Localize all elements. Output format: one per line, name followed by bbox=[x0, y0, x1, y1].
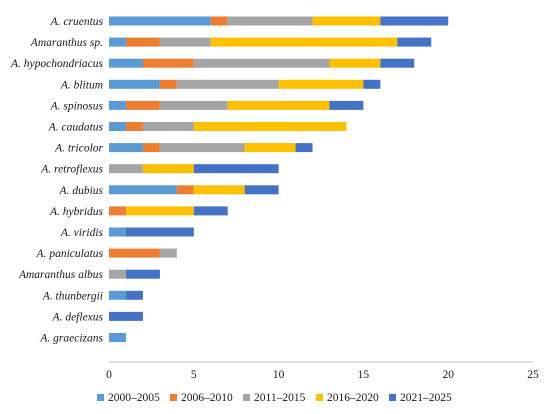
bar-segment-a-hypochondriacus-series-5 bbox=[380, 58, 415, 68]
bar-segment-a-viridis-series-1 bbox=[109, 227, 126, 237]
bar-segment-a-deflexus-series-5 bbox=[109, 311, 143, 321]
category-label-a-viridis: A. viridis bbox=[60, 227, 104, 239]
bar-segment-a-hypochondriacus-series-3 bbox=[193, 58, 330, 68]
bar-segment-a-spinosus-series-1 bbox=[109, 100, 126, 110]
bar-segment-a-retroflexus-series-5 bbox=[193, 164, 279, 174]
bar-segment-a-cruentus-series-4 bbox=[312, 16, 381, 26]
bar-segment-a-dubius-series-1 bbox=[109, 185, 177, 195]
bar-segment-a-tricolor-series-4 bbox=[244, 143, 296, 153]
legend-label-series-2: 2006–2010 bbox=[181, 392, 233, 404]
bar-segment-a-caudatus-series-2 bbox=[125, 122, 143, 131]
bar-segment-a-blitum-series-2 bbox=[159, 79, 177, 89]
bar-segment-amaranthus-sp-series-2 bbox=[125, 37, 160, 47]
legend-swatch-series-4 bbox=[316, 394, 323, 401]
bar-segment-a-tricolor-series-2 bbox=[142, 143, 160, 153]
bar-segment-a-blitum-series-5 bbox=[363, 79, 381, 89]
bar-segment-a-caudatus-series-1 bbox=[109, 122, 126, 131]
bar-segment-a-retroflexus-series-4 bbox=[142, 164, 194, 174]
bar-segment-a-blitum-series-4 bbox=[278, 79, 364, 89]
category-label-a-paniculatus: A. paniculatus bbox=[36, 248, 104, 260]
category-label-a-graecizans: A. graecizans bbox=[39, 333, 103, 345]
bar-segment-a-thunbergii-series-5 bbox=[125, 290, 143, 300]
bar-segment-a-spinosus-series-4 bbox=[227, 100, 330, 110]
category-label-amaranthus-albus: Amaranthus albus bbox=[18, 269, 104, 281]
bar-segment-amaranthus-sp-series-3 bbox=[159, 37, 211, 47]
bar-segment-a-retroflexus-series-3 bbox=[109, 164, 143, 174]
category-label-a-cruentus: A. cruentus bbox=[50, 16, 104, 28]
x-tick-label-20: 20 bbox=[442, 369, 454, 381]
bar-segment-a-graecizans-series-1 bbox=[109, 333, 126, 342]
bar-segment-a-dubius-series-2 bbox=[176, 185, 194, 195]
bar-segment-amaranthus-albus-series-3 bbox=[109, 269, 126, 279]
bar-segment-amaranthus-sp-series-4 bbox=[210, 37, 398, 47]
bar-segment-a-thunbergii-series-1 bbox=[109, 290, 126, 300]
bars-group bbox=[109, 16, 449, 342]
bar-segment-a-tricolor-series-1 bbox=[109, 143, 143, 153]
bar-segment-a-hypochondriacus-series-2 bbox=[142, 58, 194, 68]
legend: 2000–2005 2006–2010 2011–2015 2016–2020 2021… bbox=[97, 392, 452, 404]
bar-segment-a-cruentus-series-5 bbox=[380, 16, 449, 26]
category-label-a-blitum: A. blitum bbox=[60, 79, 103, 91]
bar-segment-a-viridis-series-5 bbox=[125, 227, 194, 237]
bar-segment-a-spinosus-series-3 bbox=[159, 100, 228, 110]
legend-swatch-series-2 bbox=[170, 394, 177, 401]
bar-segment-a-blitum-series-3 bbox=[176, 79, 279, 89]
category-label-a-caudatus: A. caudatus bbox=[48, 122, 104, 134]
legend-label-series-4: 2016–2020 bbox=[327, 392, 379, 404]
bar-segment-a-cruentus-series-2 bbox=[210, 16, 228, 26]
legend-swatch-series-3 bbox=[243, 394, 250, 401]
bar-segment-a-paniculatus-series-2 bbox=[109, 248, 160, 258]
bar-segment-a-tricolor-series-5 bbox=[295, 143, 313, 153]
category-label-a-spinosus: A. spinosus bbox=[50, 100, 104, 112]
bar-segment-a-blitum-series-1 bbox=[109, 79, 160, 89]
x-tick-label-0: 0 bbox=[106, 369, 112, 381]
x-tick-label-15: 15 bbox=[358, 369, 370, 381]
x-tick-label-5: 5 bbox=[191, 369, 197, 381]
bar-segment-a-caudatus-series-3 bbox=[142, 122, 194, 131]
bar-segment-amaranthus-sp-series-5 bbox=[397, 37, 432, 47]
legend-label-series-3: 2011–2015 bbox=[254, 392, 306, 404]
bar-segment-a-hypochondriacus-series-1 bbox=[109, 58, 143, 68]
category-label-amaranthus-sp: Amaranthus sp. bbox=[30, 37, 103, 49]
category-label-a-dubius: A. dubius bbox=[59, 185, 104, 197]
bar-segment-a-dubius-series-4 bbox=[193, 185, 245, 195]
bar-segment-a-tricolor-series-3 bbox=[159, 143, 245, 153]
bar-segment-a-cruentus-series-3 bbox=[227, 16, 313, 26]
bar-segment-a-caudatus-series-4 bbox=[193, 122, 347, 131]
bar-segment-a-hypochondriacus-series-4 bbox=[329, 58, 381, 68]
legend-label-series-1: 2000–2005 bbox=[108, 392, 160, 404]
bar-segment-amaranthus-albus-series-5 bbox=[125, 269, 160, 279]
bar-segment-a-hybridus-series-4 bbox=[125, 206, 194, 216]
bar-segment-a-paniculatus-series-3 bbox=[159, 248, 177, 258]
category-label-a-hybridus: A. hybridus bbox=[49, 206, 104, 218]
bar-segment-a-hybridus-series-2 bbox=[109, 206, 126, 216]
category-label-a-deflexus: A. deflexus bbox=[52, 311, 104, 323]
bar-segment-a-hybridus-series-5 bbox=[193, 206, 228, 216]
category-label-a-thunbergii: A. thunbergii bbox=[42, 290, 103, 302]
x-tick-label-25: 25 bbox=[527, 369, 539, 381]
x-tick-label-10: 10 bbox=[273, 369, 285, 381]
legend-swatch-series-1 bbox=[97, 394, 104, 401]
bar-segment-a-cruentus-series-1 bbox=[109, 16, 211, 26]
bar-segment-amaranthus-sp-series-1 bbox=[109, 37, 126, 47]
bar-segment-a-spinosus-series-2 bbox=[125, 100, 160, 110]
x-tick-labels: 0 5 10 15 20 25 bbox=[106, 369, 539, 381]
category-label-a-retroflexus: A. retroflexus bbox=[40, 164, 103, 176]
category-labels: A. cruentus Amaranthus sp. A. hypochondria… bbox=[10, 16, 104, 345]
category-label-a-hypochondriacus: A. hypochondriacus bbox=[10, 58, 104, 70]
category-label-a-tricolor: A. tricolor bbox=[54, 143, 103, 155]
legend-swatch-series-5 bbox=[389, 394, 396, 401]
legend-label-series-5: 2021–2025 bbox=[400, 392, 452, 404]
bar-segment-a-dubius-series-5 bbox=[244, 185, 279, 195]
bar-segment-a-spinosus-series-5 bbox=[329, 100, 364, 110]
